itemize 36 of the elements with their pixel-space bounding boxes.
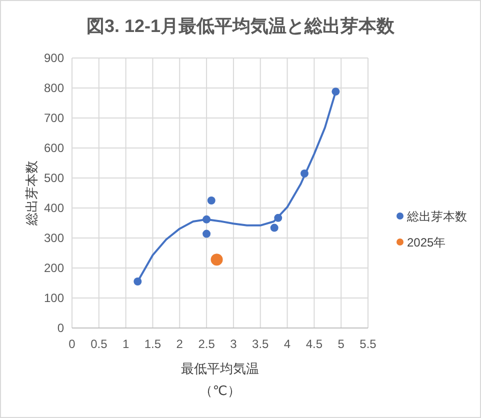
y-tick-label: 0	[57, 321, 64, 335]
x-tick-label: 1	[122, 337, 130, 351]
y-tick-label: 600	[44, 141, 64, 155]
y-tick-label: 400	[44, 201, 64, 215]
y-tick-label: 100	[44, 291, 64, 305]
point	[274, 214, 282, 222]
legend-label: 総出芽本数	[406, 210, 467, 224]
chart-title: 図3. 12-1月最低平均気温と総出芽本数	[86, 16, 396, 36]
x-axis-title: 最低平均気温（℃）	[180, 360, 260, 400]
x-tick-label: 1.5	[144, 337, 162, 351]
x-tick-label: 0	[68, 337, 76, 351]
x-tick-label: 5	[338, 337, 345, 351]
point	[270, 224, 278, 232]
y-axis-title: 総出芽本数	[24, 160, 39, 226]
x-tick-label: 3.5	[252, 337, 270, 351]
y-tick-label: 800	[44, 81, 64, 95]
y-tick-label: 300	[44, 231, 64, 245]
point	[134, 278, 142, 286]
point	[202, 230, 211, 238]
y-tick-label: 700	[44, 111, 64, 125]
legend-label: 2025年	[407, 236, 446, 250]
point	[207, 196, 216, 204]
x-tick-label: 5.5	[360, 337, 377, 351]
y-tick-label: 900	[44, 51, 64, 65]
x-tick-label: 0.5	[90, 337, 108, 351]
x-tick-label: 4.5	[306, 337, 323, 351]
point	[210, 254, 223, 266]
point	[332, 88, 340, 96]
point	[202, 215, 211, 224]
x-tick-label: 2.5	[198, 337, 216, 351]
point	[300, 170, 308, 178]
x-tick-label: 4	[284, 337, 291, 351]
x-tick-label: 3	[230, 337, 238, 351]
y-tick-label: 500	[44, 171, 64, 185]
y-tick-label: 200	[44, 261, 64, 275]
x-tick-label: 2	[176, 337, 184, 351]
